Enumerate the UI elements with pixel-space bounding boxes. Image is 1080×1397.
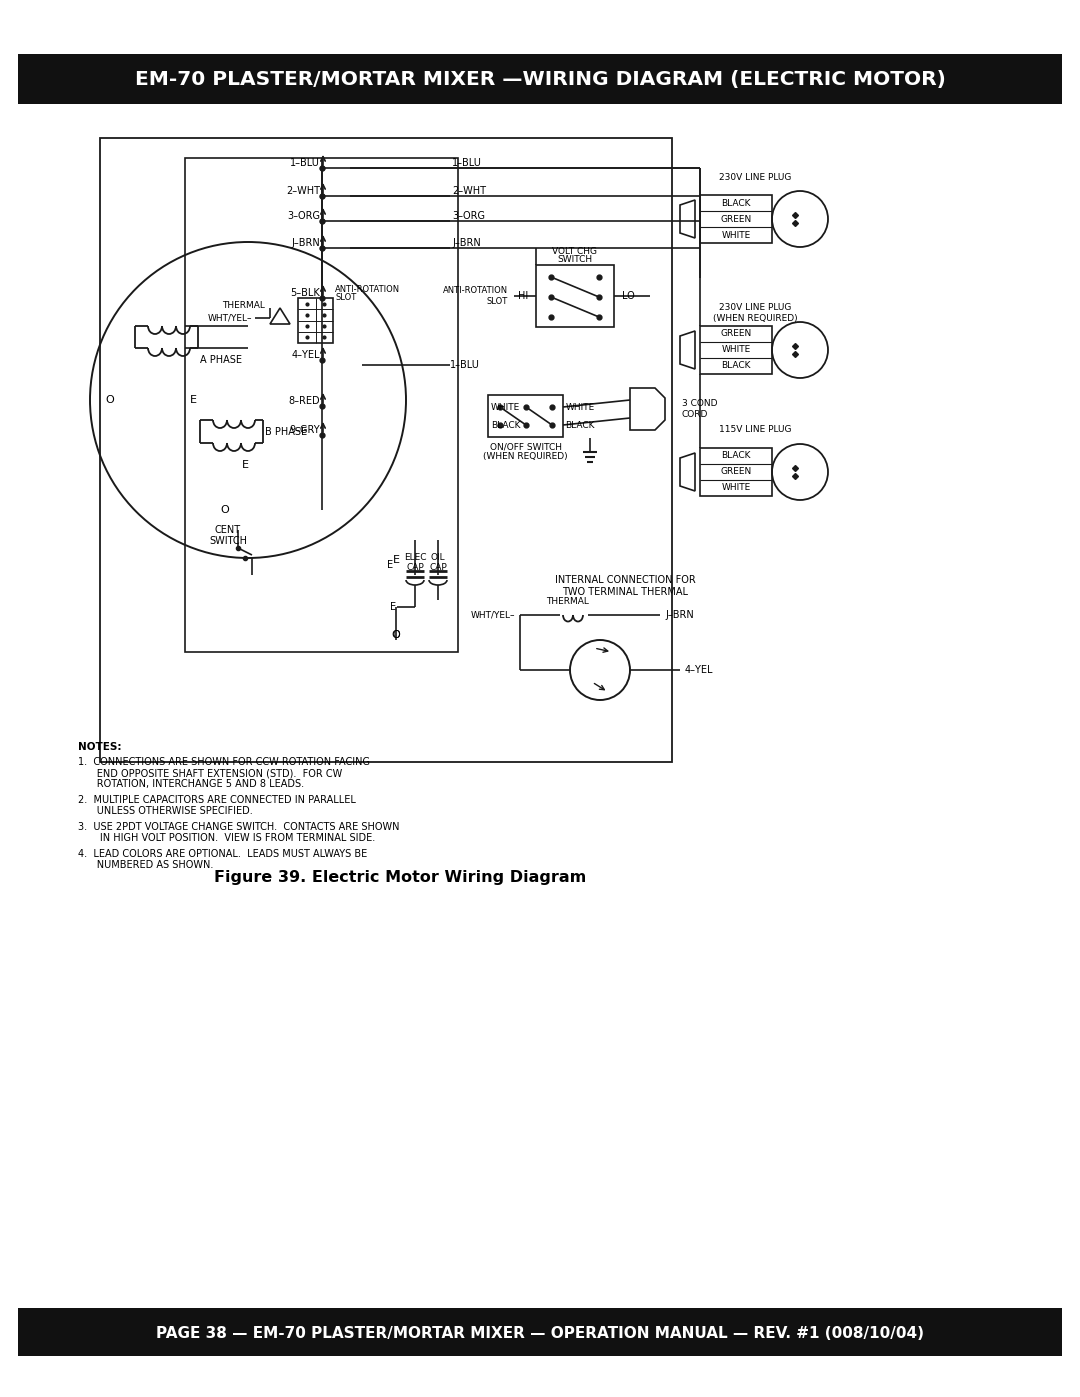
Text: ELEC: ELEC bbox=[404, 552, 427, 562]
Text: BLACK: BLACK bbox=[491, 420, 521, 429]
Text: HI: HI bbox=[517, 291, 528, 300]
Text: 4–YEL: 4–YEL bbox=[292, 351, 320, 360]
Text: SWITCH: SWITCH bbox=[557, 256, 593, 264]
Text: THERMAL: THERMAL bbox=[222, 300, 265, 310]
Text: 2–WHT: 2–WHT bbox=[453, 186, 486, 196]
Text: 230V LINE PLUG: 230V LINE PLUG bbox=[719, 172, 792, 182]
Text: GREEN: GREEN bbox=[720, 215, 752, 224]
Polygon shape bbox=[630, 388, 665, 430]
Text: 4.  LEAD COLORS ARE OPTIONAL.  LEADS MUST ALWAYS BE: 4. LEAD COLORS ARE OPTIONAL. LEADS MUST … bbox=[78, 849, 367, 859]
Bar bbox=[100, 138, 672, 761]
Text: WHT/YEL–: WHT/YEL– bbox=[207, 313, 252, 323]
Text: BLACK: BLACK bbox=[565, 420, 595, 429]
Text: 3 COND
CORD: 3 COND CORD bbox=[681, 400, 717, 419]
Text: B PHASE: B PHASE bbox=[265, 427, 307, 437]
Text: ANTI-ROTATION
SLOT: ANTI-ROTATION SLOT bbox=[443, 286, 508, 306]
Text: BLACK: BLACK bbox=[721, 198, 751, 208]
Text: 2.  MULTIPLE CAPACITORS ARE CONNECTED IN PARALLEL: 2. MULTIPLE CAPACITORS ARE CONNECTED IN … bbox=[78, 795, 356, 805]
Text: SLOT: SLOT bbox=[335, 293, 356, 303]
Text: 115V LINE PLUG: 115V LINE PLUG bbox=[719, 426, 792, 434]
Polygon shape bbox=[680, 453, 696, 490]
Text: O: O bbox=[392, 630, 401, 640]
Text: 5–BLK: 5–BLK bbox=[291, 288, 320, 298]
Text: SWITCH: SWITCH bbox=[210, 536, 247, 546]
Text: O: O bbox=[106, 395, 114, 405]
Text: WHITE: WHITE bbox=[721, 231, 751, 239]
Text: J–BRN: J–BRN bbox=[665, 610, 693, 620]
Text: 2–WHT: 2–WHT bbox=[286, 186, 320, 196]
Bar bbox=[488, 395, 563, 437]
Text: 1–BLU: 1–BLU bbox=[453, 158, 482, 168]
Text: 3–ORG: 3–ORG bbox=[287, 211, 320, 221]
Text: A PHASE: A PHASE bbox=[200, 355, 242, 365]
Text: ON/OFF SWITCH: ON/OFF SWITCH bbox=[489, 443, 562, 451]
Text: NUMBERED AS SHOWN.: NUMBERED AS SHOWN. bbox=[78, 861, 214, 870]
Bar bbox=[700, 196, 772, 243]
Text: O: O bbox=[392, 630, 400, 640]
Text: CENT: CENT bbox=[215, 525, 241, 535]
Text: WHT/YEL–: WHT/YEL– bbox=[471, 610, 515, 619]
Text: WHITE: WHITE bbox=[721, 345, 751, 355]
Text: END OPPOSITE SHAFT EXTENSION (STD).  FOR CW: END OPPOSITE SHAFT EXTENSION (STD). FOR … bbox=[78, 768, 342, 778]
Text: VOLT CHG: VOLT CHG bbox=[553, 246, 597, 256]
Text: J–BRN: J–BRN bbox=[292, 237, 320, 249]
Text: GREEN: GREEN bbox=[720, 330, 752, 338]
Text: 1–BLU: 1–BLU bbox=[291, 158, 320, 168]
Text: IN HIGH VOLT POSITION.  VIEW IS FROM TERMINAL SIDE.: IN HIGH VOLT POSITION. VIEW IS FROM TERM… bbox=[78, 833, 375, 842]
Text: GREEN: GREEN bbox=[720, 468, 752, 476]
Text: 8–RED: 8–RED bbox=[288, 395, 320, 407]
Bar bbox=[298, 298, 333, 344]
Text: Figure 39. Electric Motor Wiring Diagram: Figure 39. Electric Motor Wiring Diagram bbox=[214, 870, 586, 886]
Text: J–BRN: J–BRN bbox=[453, 237, 481, 249]
Text: PAGE 38 — EM-70 PLASTER/MORTAR MIXER — OPERATION MANUAL — REV. #1 (008/10/04): PAGE 38 — EM-70 PLASTER/MORTAR MIXER — O… bbox=[156, 1326, 924, 1341]
Text: E: E bbox=[392, 555, 400, 564]
Text: WHITE: WHITE bbox=[491, 404, 521, 412]
Text: 1.  CONNECTIONS ARE SHOWN FOR CCW ROTATION FACING: 1. CONNECTIONS ARE SHOWN FOR CCW ROTATIO… bbox=[78, 757, 370, 767]
Text: 1–BLU: 1–BLU bbox=[450, 360, 480, 370]
Bar bbox=[536, 265, 615, 327]
Bar bbox=[18, 54, 1062, 103]
Text: 9–GRY: 9–GRY bbox=[289, 425, 320, 434]
Text: 3.  USE 2PDT VOLTAGE CHANGE SWITCH.  CONTACTS ARE SHOWN: 3. USE 2PDT VOLTAGE CHANGE SWITCH. CONTA… bbox=[78, 821, 400, 833]
Bar bbox=[700, 448, 772, 496]
Text: TWO TERMINAL THERMAL: TWO TERMINAL THERMAL bbox=[562, 587, 688, 597]
Text: WHITE: WHITE bbox=[565, 402, 595, 412]
Text: EM-70 PLASTER/MORTAR MIXER —WIRING DIAGRAM (ELECTRIC MOTOR): EM-70 PLASTER/MORTAR MIXER —WIRING DIAGR… bbox=[135, 70, 945, 89]
Text: 4–YEL: 4–YEL bbox=[685, 665, 714, 675]
Text: LO: LO bbox=[622, 291, 635, 300]
Bar bbox=[700, 326, 772, 374]
Text: OIL: OIL bbox=[431, 552, 445, 562]
Text: E: E bbox=[387, 560, 393, 570]
Text: E: E bbox=[390, 602, 396, 612]
Text: ANTI-ROTATION: ANTI-ROTATION bbox=[335, 285, 400, 295]
Polygon shape bbox=[680, 200, 696, 237]
Text: ROTATION, INTERCHANGE 5 AND 8 LEADS.: ROTATION, INTERCHANGE 5 AND 8 LEADS. bbox=[78, 780, 305, 789]
Text: BLACK: BLACK bbox=[721, 451, 751, 461]
Text: 3–ORG: 3–ORG bbox=[453, 211, 485, 221]
Polygon shape bbox=[680, 331, 696, 369]
Text: UNLESS OTHERWISE SPECIFIED.: UNLESS OTHERWISE SPECIFIED. bbox=[78, 806, 253, 816]
Text: NOTES:: NOTES: bbox=[78, 742, 121, 752]
Bar bbox=[185, 158, 458, 652]
Text: BLACK: BLACK bbox=[721, 362, 751, 370]
Text: E: E bbox=[242, 460, 248, 469]
Text: (WHEN REQUIRED): (WHEN REQUIRED) bbox=[713, 314, 797, 324]
Text: WHITE: WHITE bbox=[721, 483, 751, 493]
Text: THERMAL: THERMAL bbox=[546, 598, 590, 606]
Bar bbox=[18, 1308, 1062, 1356]
Text: CAP: CAP bbox=[429, 563, 447, 571]
Text: E: E bbox=[189, 395, 197, 405]
Text: O: O bbox=[220, 504, 229, 515]
Text: CAP: CAP bbox=[406, 563, 423, 571]
Text: INTERNAL CONNECTION FOR: INTERNAL CONNECTION FOR bbox=[555, 576, 696, 585]
Text: (WHEN REQUIRED): (WHEN REQUIRED) bbox=[483, 451, 568, 461]
Text: 230V LINE PLUG: 230V LINE PLUG bbox=[719, 303, 792, 313]
